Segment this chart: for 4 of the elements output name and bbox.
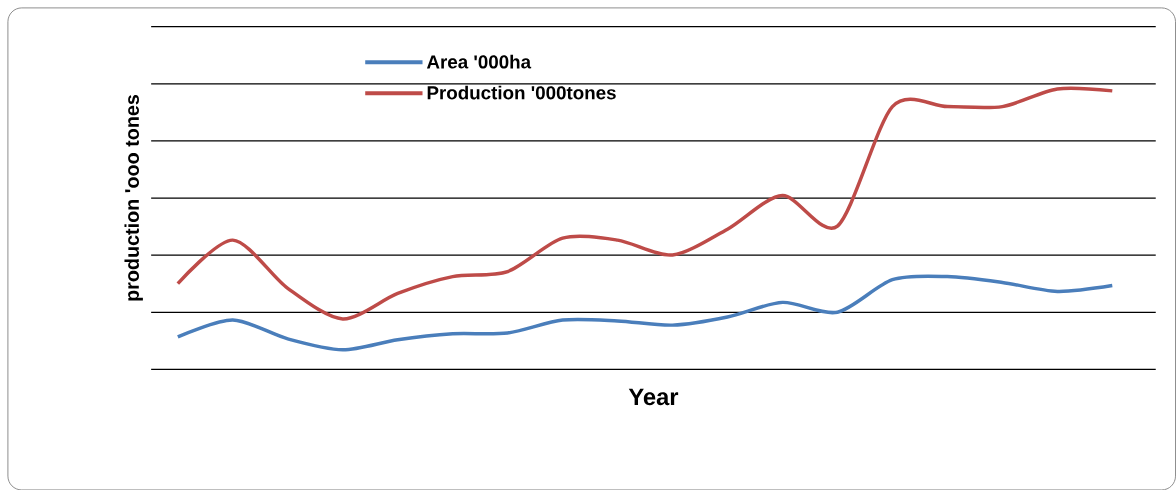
y-axis-title: production 'ooo tones <box>124 94 143 301</box>
legend-label: Area '000ha <box>426 54 532 69</box>
x-axis-title: Year <box>628 388 679 406</box>
legend-label: Production '000tones <box>427 85 616 100</box>
